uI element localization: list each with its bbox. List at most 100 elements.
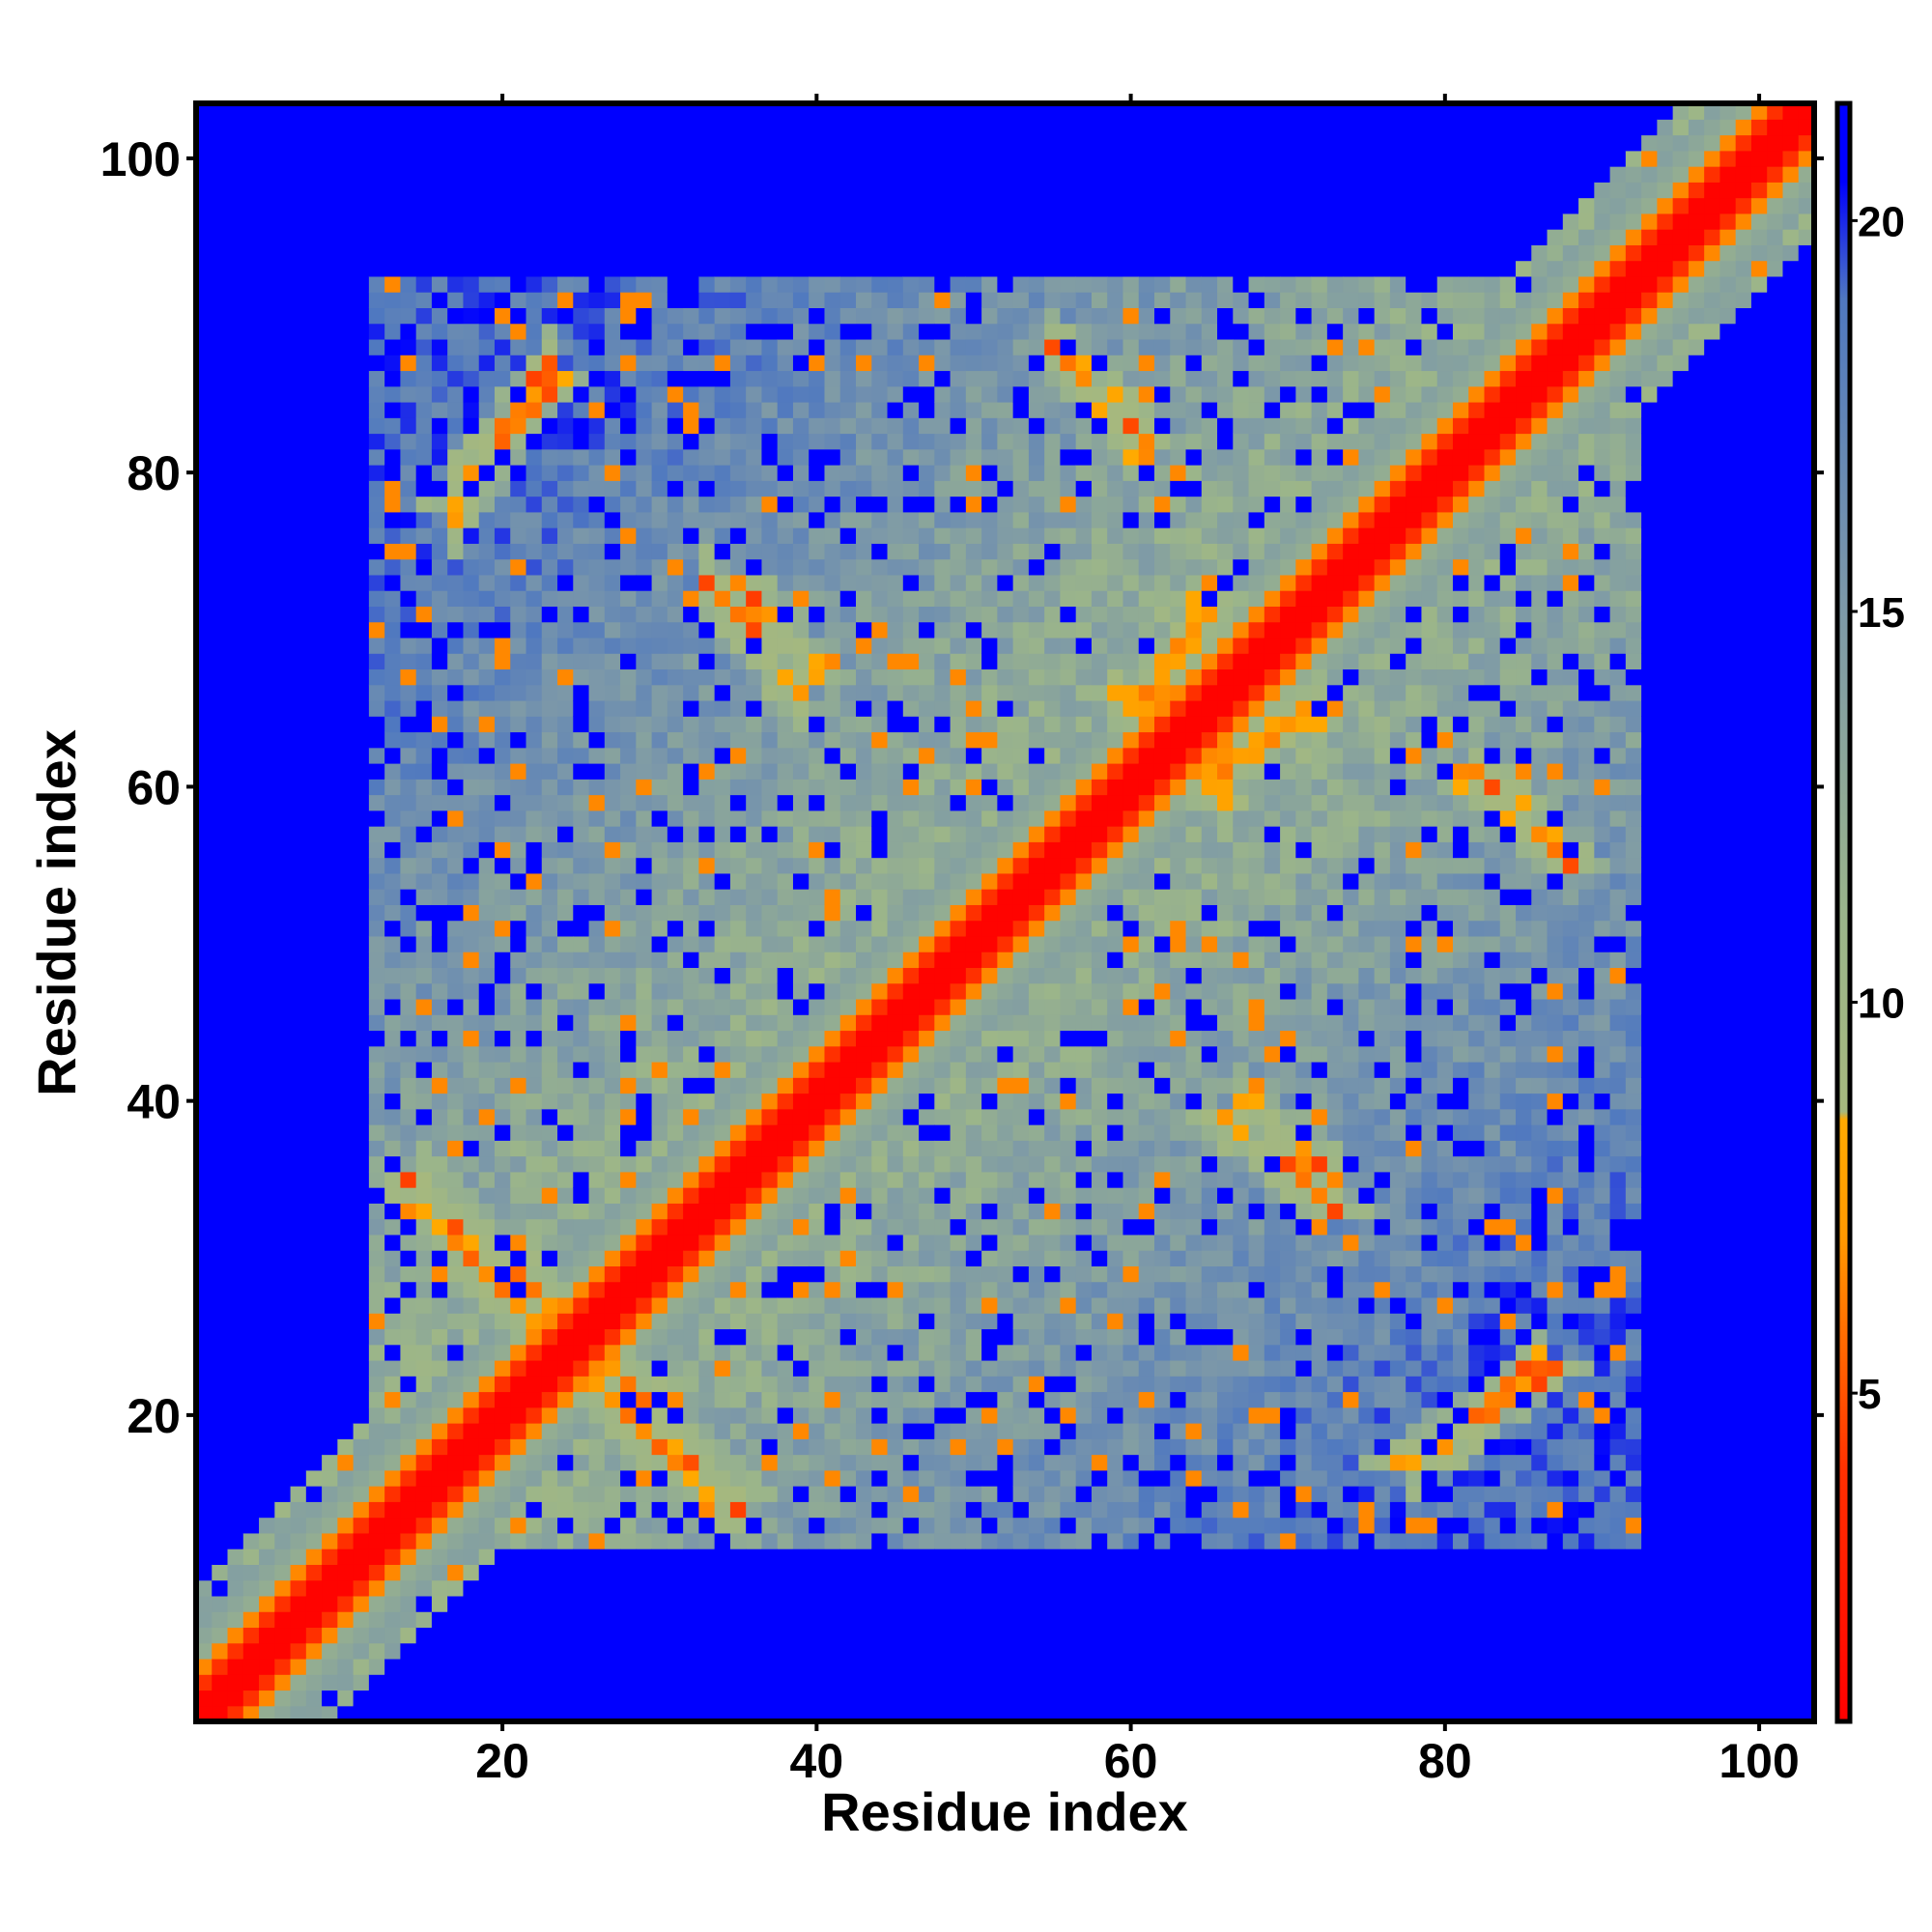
heatmap-cell: [777, 1344, 794, 1361]
heatmap-cell: [557, 417, 574, 435]
heatmap-cell: [322, 872, 338, 890]
heatmap-cell: [526, 621, 543, 639]
heatmap-cell: [809, 810, 826, 827]
heatmap-cell: [384, 1077, 402, 1094]
heatmap-cell: [839, 1093, 857, 1110]
heatmap-cell: [557, 1454, 574, 1471]
heatmap-cell: [227, 355, 244, 372]
heatmap-cell: [415, 1359, 433, 1377]
heatmap-cell: [400, 1627, 417, 1644]
heatmap-cell: [934, 1250, 952, 1266]
heatmap-cell: [526, 1187, 543, 1204]
heatmap-cell: [683, 826, 699, 842]
heatmap-cell: [839, 1658, 857, 1675]
heatmap-cell: [400, 998, 417, 1015]
heatmap-cell: [541, 1250, 558, 1266]
heatmap-cell: [415, 1108, 433, 1125]
heatmap-cell: [212, 716, 229, 733]
heatmap-cell: [510, 496, 527, 513]
heatmap-cell: [322, 1391, 338, 1408]
heatmap-cell: [714, 1296, 731, 1314]
heatmap-cell: [604, 747, 621, 764]
heatmap-cell: [698, 590, 716, 607]
heatmap-cell: [274, 1611, 292, 1629]
heatmap-cell: [919, 1391, 935, 1408]
heatmap-cell: [777, 1218, 794, 1236]
heatmap-cell: [887, 323, 904, 340]
heatmap-cell: [400, 229, 417, 245]
heatmap-cell: [651, 1045, 668, 1063]
heatmap-cell: [902, 668, 920, 686]
heatmap-cell: [839, 621, 857, 639]
heatmap-cell: [620, 716, 637, 733]
heatmap-cell: [384, 1155, 402, 1173]
heatmap-cell: [274, 1705, 292, 1722]
heatmap-cell: [667, 1187, 684, 1204]
heatmap-cell: [384, 1281, 402, 1298]
heatmap-cell: [337, 197, 355, 214]
heatmap-cell: [934, 1548, 952, 1565]
heatmap-cell: [902, 511, 920, 528]
heatmap-cell: [463, 260, 480, 277]
heatmap-cell: [322, 1077, 338, 1094]
heatmap-cell: [447, 779, 465, 796]
heatmap-cell: [902, 1548, 920, 1565]
heatmap-cell: [604, 952, 621, 969]
heatmap-cell: [667, 1328, 684, 1346]
heatmap-cell: [809, 1579, 826, 1597]
heatmap-cell: [384, 1501, 402, 1519]
heatmap-cell: [777, 1658, 794, 1675]
heatmap-cell: [651, 1690, 668, 1707]
heatmap-cell: [651, 1061, 668, 1078]
heatmap-cell: [761, 668, 779, 686]
heatmap-cell: [322, 606, 338, 623]
heatmap-cell: [714, 794, 731, 811]
heatmap-cell: [729, 401, 747, 418]
heatmap-cell: [651, 1391, 668, 1408]
heatmap-cell: [212, 1030, 229, 1047]
heatmap-cell: [620, 260, 637, 277]
heatmap-cell: [620, 370, 637, 387]
heatmap-cell: [353, 794, 370, 811]
heatmap-cell: [353, 1454, 370, 1471]
heatmap-cell: [510, 229, 527, 245]
heatmap-cell: [541, 197, 558, 214]
heatmap-cell: [510, 1517, 527, 1534]
heatmap-cell: [368, 1093, 385, 1110]
heatmap-cell: [431, 1454, 448, 1471]
heatmap-cell: [196, 1627, 213, 1644]
heatmap-cell: [242, 699, 260, 717]
heatmap-cell: [729, 889, 747, 905]
heatmap-cell: [698, 889, 716, 905]
heatmap-cell: [792, 1187, 810, 1204]
heatmap-cell: [887, 182, 904, 199]
heatmap-cell: [353, 637, 370, 654]
heatmap-cell: [415, 1579, 433, 1597]
heatmap-cell: [761, 1376, 779, 1393]
heatmap-cell: [698, 213, 716, 230]
heatmap-cell: [196, 1155, 213, 1173]
heatmap-cell: [887, 1140, 904, 1157]
heatmap-cell: [777, 1093, 794, 1110]
heatmap-cell: [588, 716, 606, 733]
heatmap-cell: [620, 653, 637, 670]
heatmap-cell: [636, 826, 653, 842]
heatmap-cell: [541, 448, 558, 466]
heatmap-cell: [667, 841, 684, 859]
heatmap-cell: [919, 1014, 935, 1032]
heatmap-cell: [761, 590, 779, 607]
heatmap-cell: [934, 967, 952, 984]
heatmap-cell: [809, 103, 826, 120]
heatmap-cell: [729, 1548, 747, 1565]
heatmap-cell: [305, 668, 323, 686]
heatmap-cell: [761, 558, 779, 576]
heatmap-cell: [809, 401, 826, 418]
heatmap-cell: [322, 1218, 338, 1236]
heatmap-cell: [887, 1690, 904, 1707]
heatmap-cell: [290, 1627, 307, 1644]
heatmap-cell: [526, 1234, 543, 1251]
heatmap-cell: [510, 1281, 527, 1298]
heatmap-cell: [274, 1296, 292, 1314]
heatmap-cell: [934, 952, 952, 969]
heatmap-cell: [242, 967, 260, 984]
